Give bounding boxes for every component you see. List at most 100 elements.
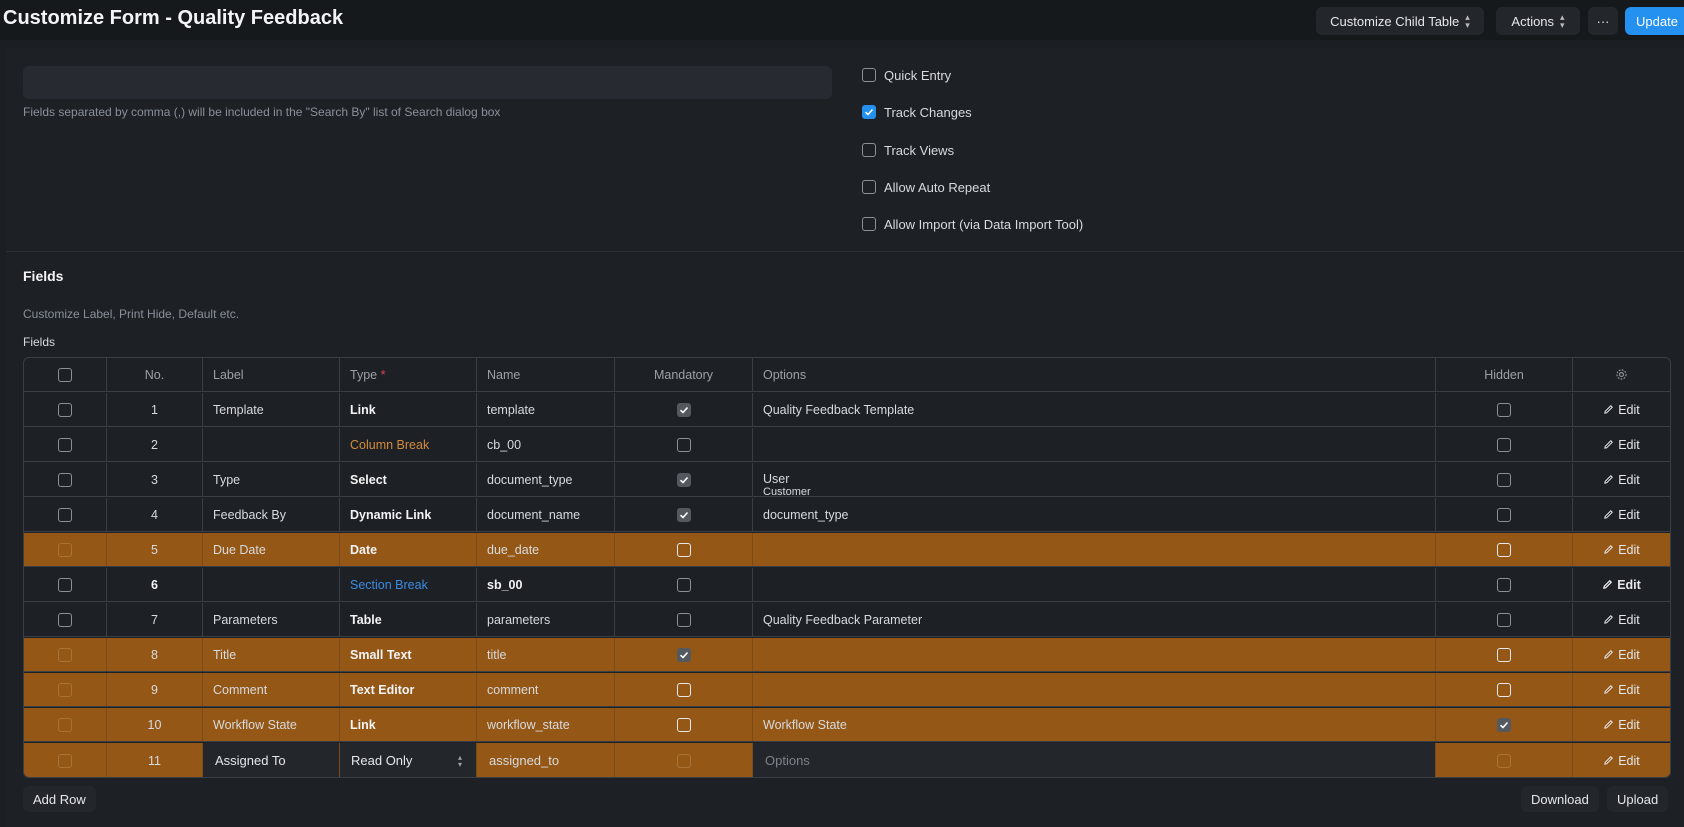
mandatory-checkbox[interactable]	[676, 753, 691, 768]
row-options[interactable]	[753, 673, 1436, 706]
quick-entry-option[interactable]: Quick Entry	[862, 65, 951, 85]
row-name[interactable]: cb_00	[477, 428, 615, 461]
row-name[interactable]: workflow_state	[477, 708, 615, 741]
row-label[interactable]: Comment	[203, 673, 340, 706]
row-label[interactable]: Template	[203, 393, 340, 426]
row-label[interactable]: Title	[203, 638, 340, 671]
row-checkbox[interactable]	[58, 612, 72, 627]
row-type[interactable]: Text Editor	[340, 673, 477, 706]
edit-button[interactable]: Edit	[1603, 543, 1640, 557]
row-label[interactable]: Workflow State	[203, 708, 340, 741]
download-button[interactable]: Download	[1521, 786, 1599, 812]
mandatory-checkbox[interactable]	[676, 577, 691, 592]
hidden-checkbox[interactable]	[1497, 437, 1511, 452]
row-options[interactable]	[753, 428, 1436, 461]
row-type[interactable]: Table	[340, 603, 477, 636]
row-checkbox[interactable]	[58, 437, 72, 452]
edit-button[interactable]: Edit	[1602, 578, 1641, 592]
mandatory-checkbox[interactable]	[676, 472, 691, 487]
row-label[interactable]: Parameters	[203, 603, 340, 636]
edit-button[interactable]: Edit	[1603, 683, 1640, 697]
row-type[interactable]: Link	[340, 708, 477, 741]
row-checkbox[interactable]	[58, 647, 72, 662]
mandatory-checkbox[interactable]	[676, 717, 691, 732]
row-checkbox[interactable]	[58, 402, 72, 417]
track-views-option[interactable]: Track Views	[862, 140, 954, 160]
row-name[interactable]: assigned_to	[477, 743, 615, 777]
table-row[interactable]: 1 Template Link template Quality Feedbac…	[24, 393, 1670, 427]
row-name[interactable]: sb_00	[477, 568, 615, 601]
actions-button[interactable]: Actions ▴ ▾	[1496, 7, 1580, 35]
table-row[interactable]: 7 Parameters Table parameters Quality Fe…	[24, 603, 1670, 637]
row-name[interactable]: due_date	[477, 533, 615, 566]
gear-icon[interactable]	[1615, 368, 1628, 381]
track-changes-checkbox[interactable]	[862, 105, 876, 119]
type-select[interactable]: Read Only ▴ ▾	[340, 743, 476, 777]
row-checkbox[interactable]	[58, 753, 72, 768]
track-changes-option[interactable]: Track Changes	[862, 102, 972, 122]
row-label[interactable]	[203, 428, 340, 461]
row-name[interactable]: document_name	[477, 498, 615, 531]
row-label[interactable]: Type	[203, 463, 340, 496]
hidden-checkbox[interactable]	[1497, 717, 1511, 732]
row-type[interactable]: Dynamic Link	[340, 498, 477, 531]
hidden-checkbox[interactable]	[1497, 577, 1511, 592]
label-input[interactable]: Assigned To	[203, 743, 339, 777]
hidden-checkbox[interactable]	[1497, 647, 1511, 662]
mandatory-checkbox[interactable]	[676, 542, 691, 557]
allow-import-option[interactable]: Allow Import (via Data Import Tool)	[862, 214, 1083, 234]
row-checkbox[interactable]	[58, 577, 72, 592]
table-row[interactable]: 4 Feedback By Dynamic Link document_name…	[24, 498, 1670, 532]
row-type[interactable]: Select	[340, 463, 477, 496]
mandatory-checkbox[interactable]	[676, 647, 691, 662]
row-checkbox[interactable]	[58, 472, 72, 487]
table-row[interactable]: 8 Title Small Text title Edit	[24, 638, 1670, 672]
table-row[interactable]: 9 Comment Text Editor comment Edit	[24, 673, 1670, 707]
row-checkbox[interactable]	[58, 507, 72, 522]
table-row[interactable]: 10 Workflow State Link workflow_state Wo…	[24, 708, 1670, 742]
hidden-checkbox[interactable]	[1497, 542, 1511, 557]
allow-import-checkbox[interactable]	[862, 217, 876, 231]
hidden-checkbox[interactable]	[1497, 682, 1511, 697]
row-options[interactable]: Quality Feedback Template	[753, 393, 1436, 426]
upload-button[interactable]: Upload	[1607, 786, 1669, 812]
more-button[interactable]: ···	[1588, 7, 1618, 35]
table-row[interactable]: 5 Due Date Date due_date Edit	[24, 533, 1670, 567]
row-name[interactable]: document_type	[477, 463, 615, 496]
allow-auto-repeat-option[interactable]: Allow Auto Repeat	[862, 177, 990, 197]
add-row-button[interactable]: Add Row	[23, 786, 96, 812]
row-type[interactable]: Section Break	[340, 568, 477, 601]
row-options[interactable]	[753, 533, 1436, 566]
table-row[interactable]: 3 Type Select document_type User Custome…	[24, 463, 1670, 497]
edit-button[interactable]: Edit	[1603, 403, 1640, 417]
table-row[interactable]: 2 Column Break cb_00 Edit	[24, 428, 1670, 462]
row-checkbox[interactable]	[58, 717, 72, 732]
hidden-checkbox[interactable]	[1497, 472, 1511, 487]
customize-child-table-button[interactable]: Customize Child Table ▴ ▾	[1316, 7, 1484, 35]
row-options[interactable]: Quality Feedback Parameter	[753, 603, 1436, 636]
edit-button[interactable]: Edit	[1603, 473, 1640, 487]
track-views-checkbox[interactable]	[862, 143, 876, 157]
row-checkbox[interactable]	[58, 682, 72, 697]
edit-button[interactable]: Edit	[1603, 438, 1640, 452]
edit-button[interactable]: Edit	[1603, 648, 1640, 662]
hidden-checkbox[interactable]	[1497, 507, 1511, 522]
row-name[interactable]: template	[477, 393, 615, 426]
edit-button[interactable]: Edit	[1603, 718, 1640, 732]
edit-button[interactable]: Edit	[1603, 508, 1640, 522]
edit-button[interactable]: Edit	[1603, 613, 1640, 627]
row-options[interactable]	[753, 638, 1436, 671]
mandatory-checkbox[interactable]	[676, 612, 691, 627]
table-row-editing[interactable]: 11 Assigned To Read Only ▴ ▾ assigned_to …	[24, 743, 1670, 777]
search-fields-input[interactable]	[23, 66, 832, 99]
quick-entry-checkbox[interactable]	[862, 68, 876, 82]
row-options[interactable]: document_type	[753, 498, 1436, 531]
mandatory-checkbox[interactable]	[676, 507, 691, 522]
row-options[interactable]: Workflow State	[753, 708, 1436, 741]
row-name[interactable]: comment	[477, 673, 615, 706]
row-type[interactable]: Column Break	[340, 428, 477, 461]
row-name[interactable]: parameters	[477, 603, 615, 636]
edit-button[interactable]: Edit	[1603, 754, 1640, 768]
mandatory-checkbox[interactable]	[676, 682, 691, 697]
row-options[interactable]: User Customer	[753, 463, 1436, 496]
